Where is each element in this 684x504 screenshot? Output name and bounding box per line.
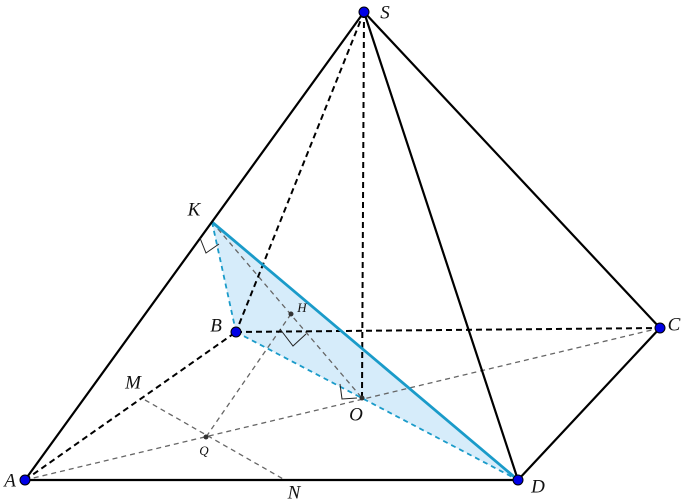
point-label: D [530, 476, 545, 497]
point-label: H [296, 300, 307, 315]
point-label: M [124, 372, 142, 393]
point-label: S [380, 2, 390, 23]
point-label: Q [199, 443, 209, 458]
point-label: B [210, 315, 222, 336]
edge-hq [205, 313, 292, 438]
edge-so [361, 11, 365, 399]
vertex [512, 474, 524, 486]
vertex [654, 322, 666, 334]
edge-sb [235, 11, 365, 333]
point-label: N [287, 482, 302, 503]
point [203, 434, 209, 440]
edge-kb [211, 221, 237, 333]
point-label: O [349, 404, 363, 425]
point-label: A [2, 470, 16, 491]
vertex [19, 474, 31, 486]
point [359, 395, 365, 401]
right-angle-k [199, 237, 220, 254]
edge-ac [24, 327, 661, 481]
edge-ko [211, 221, 363, 399]
edge-bd [235, 331, 519, 481]
edge-kd [211, 220, 519, 482]
point [288, 311, 294, 317]
right-angle-h [279, 328, 307, 347]
edge-bc [235, 327, 661, 333]
edge-ab [24, 331, 237, 481]
right-angle-o [339, 383, 358, 400]
face-sad [24, 9, 520, 482]
point-label: C [668, 314, 681, 335]
vertex [230, 326, 242, 338]
point-label: K [187, 199, 202, 220]
vertices [19, 6, 666, 486]
vertex [358, 6, 370, 18]
edge-mn [144, 399, 286, 481]
